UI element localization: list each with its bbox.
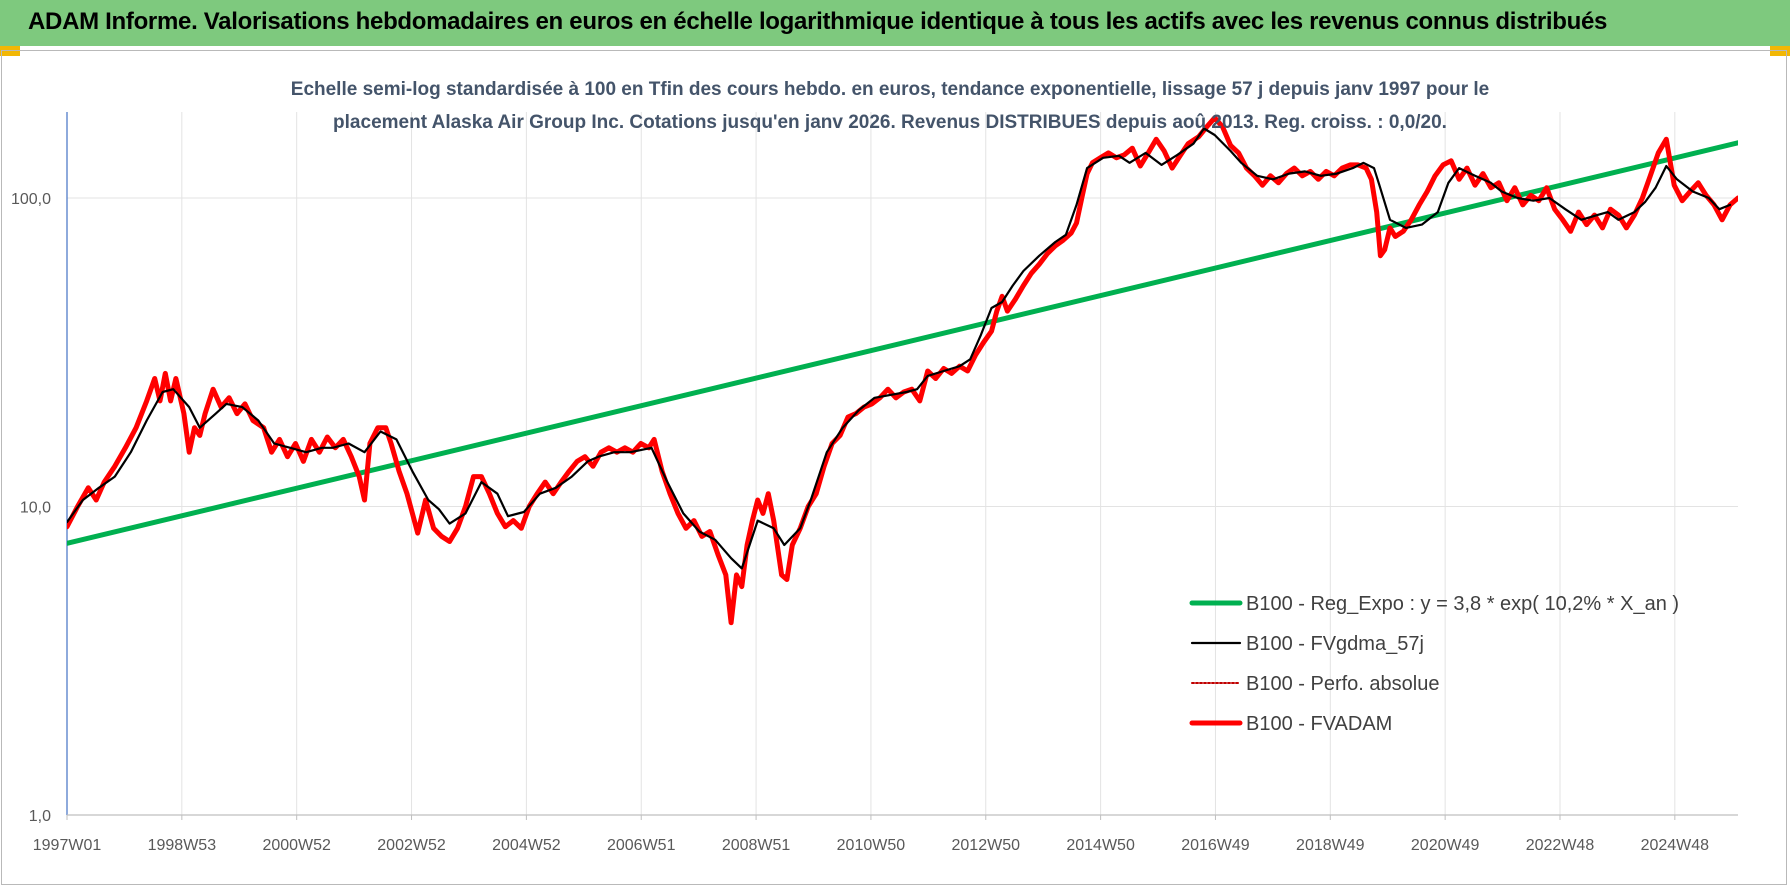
y-tick-label: 1,0 [29, 808, 51, 825]
chart-title: Echelle semi-log standardisée à 100 en T… [291, 79, 1489, 133]
x-tick-label: 2020W49 [1411, 837, 1480, 854]
legend: B100 - Reg_Expo : y = 3,8 * exp( 10,2% *… [1189, 593, 1679, 735]
legend-label: B100 - Perfo. absolue [1246, 673, 1439, 695]
x-tick-label: 2014W50 [1066, 837, 1135, 854]
x-tick-label: 2010W50 [837, 837, 906, 854]
x-tick-label: 1997W01 [33, 837, 102, 854]
series-group [67, 115, 1738, 626]
series-line-1 [67, 127, 1732, 570]
page-title: ADAM Informe. Valorisations hebdomadaire… [28, 8, 1608, 35]
corner-marker-right [1770, 46, 1790, 56]
x-tick-label: 2008W51 [722, 837, 791, 854]
chart-frame [1, 50, 1787, 885]
legend-label: B100 - FVgdma_57j [1246, 633, 1424, 655]
series-line-0 [67, 140, 1738, 546]
x-tick-label: 1998W53 [148, 837, 217, 854]
legend-label: B100 - Reg_Expo : y = 3,8 * exp( 10,2% *… [1246, 593, 1679, 615]
x-tick-label: 2002W52 [377, 837, 446, 854]
header-banner: ADAM Informe. Valorisations hebdomadaire… [0, 0, 1790, 46]
x-tick-label: 2016W49 [1181, 837, 1250, 854]
x-tick-label: 2012W50 [952, 837, 1021, 854]
y-tick-label: 10,0 [20, 499, 51, 516]
chart-title-line: placement Alaska Air Group Inc. Cotation… [333, 112, 1447, 133]
x-tick-label: 2022W48 [1526, 837, 1595, 854]
corner-marker-left [0, 46, 20, 56]
legend-label: B100 - FVADAM [1246, 713, 1392, 735]
grid [67, 112, 1738, 816]
x-tick-label: 2018W49 [1296, 837, 1365, 854]
x-tick-label: 2024W48 [1641, 837, 1710, 854]
y-tick-label: 100,0 [11, 191, 51, 208]
x-tick-label: 2000W52 [262, 837, 331, 854]
axes: 1997W01 1998W53 2000W52 2002W52 2004W52 2006W… [11, 112, 1738, 854]
x-tick-label: 2004W52 [492, 837, 561, 854]
series-line-3 [67, 115, 1738, 626]
x-tick-label: 2006W51 [607, 837, 676, 854]
chart-title-line: Echelle semi-log standardisée à 100 en T… [291, 79, 1489, 100]
